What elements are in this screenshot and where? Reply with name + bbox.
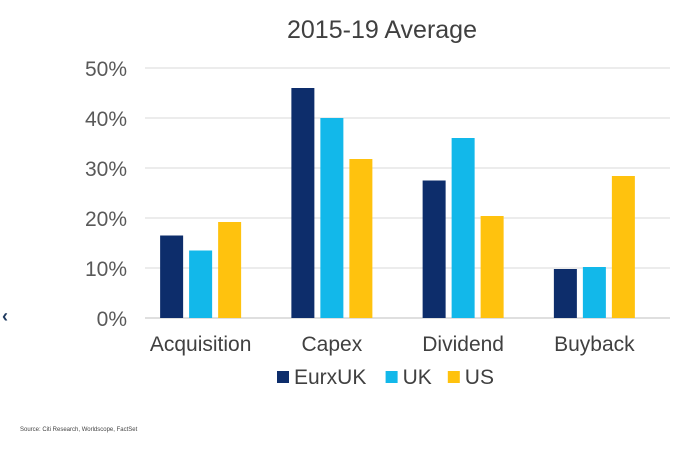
chevron-left-icon[interactable]: ‹ [2, 306, 8, 326]
bar-uk-acquisition [189, 250, 213, 318]
x-tick-label: Dividend [422, 333, 504, 356]
x-tick-label: Acquisition [150, 333, 252, 356]
y-tick-label: 50% [85, 58, 127, 81]
legend-swatch [447, 371, 460, 383]
bar-eurxuk-capex [291, 88, 315, 318]
x-tick-label: Capex [302, 333, 363, 356]
chart-title: 2015-19 Average [287, 16, 477, 44]
y-tick-label: 10% [85, 258, 127, 281]
x-axis: Acquisition Capex Dividend Buyback [150, 333, 635, 356]
bar-eurxuk-dividend [422, 180, 446, 318]
y-tick-label: 30% [85, 158, 127, 181]
bar-us-capex [349, 159, 373, 318]
legend-swatch [385, 371, 398, 383]
bar-eurxuk-acquisition [160, 235, 184, 318]
legend-swatch [277, 371, 289, 383]
bar-us-dividend [480, 216, 504, 318]
x-tick-label: Buyback [554, 333, 635, 356]
y-axis: 0% 10% 20% 30% 40% 50% [85, 58, 127, 331]
bar-eurxuk-buyback [553, 269, 577, 318]
bar-us-acquisition [218, 222, 242, 318]
legend: EurxUK UK US [277, 366, 494, 389]
bar-us-buyback [611, 176, 635, 318]
y-tick-label: 0% [97, 308, 127, 331]
bar-uk-capex [320, 118, 344, 318]
legend-label: EurxUK [294, 366, 366, 389]
bar-uk-buyback [582, 267, 606, 318]
source-note: Source: Citi Research, Worldscope, FactS… [20, 427, 138, 433]
bars [160, 88, 635, 318]
legend-label: US [465, 366, 494, 389]
legend-label: UK [403, 366, 432, 389]
y-tick-label: 40% [85, 108, 127, 131]
bar-uk-dividend [451, 138, 475, 318]
y-tick-label: 20% [85, 208, 127, 231]
